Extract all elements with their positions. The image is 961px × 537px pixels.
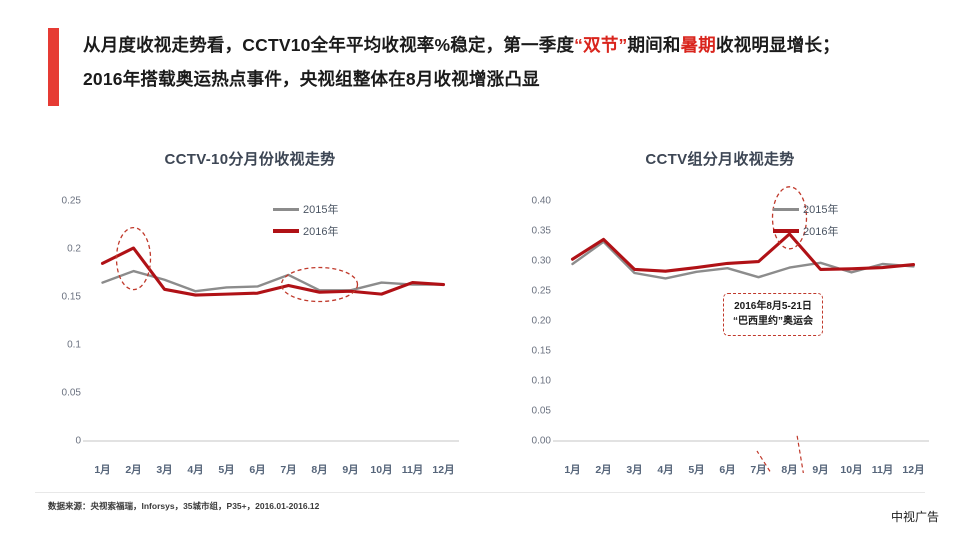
y-axis-tick: 0.15 xyxy=(61,291,81,303)
annotation-ellipse xyxy=(280,266,359,303)
legend-swatch-2015-icon xyxy=(273,207,299,211)
legend-item-2016: 2016年 xyxy=(273,223,338,239)
chart-title: CCTV-10分月份收视走势 xyxy=(164,151,336,168)
y-axis-tick: 0.2 xyxy=(67,243,81,255)
data-source-note: 数据来源：央视索福瑞，Inforsys，35城市组，P35+，2016.01-2… xyxy=(48,501,320,511)
annotation-line-2: “巴西里约”奥运会 xyxy=(733,316,813,327)
series-line-2015年 xyxy=(571,240,915,280)
series-line-2016年 xyxy=(100,246,446,297)
legend-label-2015: 2015年 xyxy=(303,204,339,216)
chart-panel-cctv-group: CCTV组分月收视走势 0.00 0.05 0.10 0.15 0.20 0.25 0.30… xyxy=(505,148,935,478)
y-axis-tick: 0.10 xyxy=(531,375,551,387)
x-axis-labels: 1月 2月 3月 4月 5月 6月 7月 8月 9月 10月 11月 12月 xyxy=(557,462,929,477)
series-line-2015年 xyxy=(101,269,445,293)
chart-legend: 2015年 2016年 xyxy=(273,201,338,239)
headline-segment: 2016年搭载奥运热点事件，央视组整体在8月收视增涨凸显 xyxy=(83,69,540,89)
x-axis-tick: 7月 xyxy=(750,464,767,476)
headline-segment: 收视明显增长； xyxy=(716,35,840,55)
x-axis-tick: 6月 xyxy=(719,464,736,476)
x-axis-tick: 8月 xyxy=(311,464,328,476)
series-line-2016年 xyxy=(570,232,916,273)
chart-panel-cctv10: CCTV-10分月份收视走势 0 0.05 0.1 0.15 0.2 0.25 2015年… xyxy=(35,148,465,478)
legend-item-2016: 2016年 xyxy=(773,223,838,239)
x-axis-tick: 11月 xyxy=(401,464,424,476)
x-axis-tick: 2月 xyxy=(595,464,612,476)
legend-swatch-2015-icon xyxy=(773,207,799,211)
annotation-leader-line xyxy=(756,450,772,473)
y-axis-tick: 0.00 xyxy=(531,435,551,447)
x-axis-tick: 1月 xyxy=(564,464,581,476)
legend-label-2016: 2016年 xyxy=(303,226,339,238)
headline-segment-highlight: 暑期 xyxy=(680,35,716,55)
legend-label-2015: 2015年 xyxy=(803,204,839,216)
x-axis-tick: 3月 xyxy=(626,464,643,476)
x-axis-tick: 6月 xyxy=(249,464,266,476)
y-axis-tick: 0.30 xyxy=(531,255,551,267)
legend-item-2015: 2015年 xyxy=(273,201,338,217)
headline-segment-highlight: “双节” xyxy=(574,35,628,55)
annotation-ellipse xyxy=(771,186,808,250)
headline-line-1: 从月度收视走势看，CCTV10全年平均收视率%稳定，第一季度“双节”期间和暑期收… xyxy=(83,28,840,62)
annotation-line-1: 2016年8月5-21日 xyxy=(734,301,812,312)
x-axis-tick: 2月 xyxy=(125,464,142,476)
y-axis-tick: 0.1 xyxy=(67,339,81,351)
x-axis-tick: 7月 xyxy=(280,464,297,476)
footer-divider xyxy=(35,492,925,493)
y-axis-tick: 0.25 xyxy=(61,195,81,207)
y-axis-tick: 0.15 xyxy=(531,345,551,357)
headline-segment: 从月度收视走势看，CCTV10全年平均收视率%稳定，第一季度 xyxy=(83,35,575,55)
line-chart-svg xyxy=(83,226,459,442)
annotation-leader-line xyxy=(796,434,804,473)
y-axis-tick: 0.05 xyxy=(531,405,551,417)
x-axis-tick: 12月 xyxy=(432,464,455,476)
y-axis-tick: 0.05 xyxy=(61,387,81,399)
x-axis-tick: 1月 xyxy=(94,464,111,476)
legend-item-2015: 2015年 xyxy=(773,201,838,217)
x-axis-tick: 8月 xyxy=(781,464,798,476)
chart-title: CCTV组分月收视走势 xyxy=(645,151,795,168)
y-axis-labels: 0.00 0.05 0.10 0.15 0.20 0.25 0.30 0.35 0.40 xyxy=(505,183,551,473)
x-axis-tick: 4月 xyxy=(657,464,674,476)
x-axis-tick: 3月 xyxy=(156,464,173,476)
line-chart-svg xyxy=(553,186,929,473)
x-axis-tick: 4月 xyxy=(187,464,204,476)
x-axis-tick: 12月 xyxy=(902,464,925,476)
page-title: 从月度收视走势看，CCTV10全年平均收视率%稳定，第一季度“双节”期间和暑期收… xyxy=(83,28,840,106)
annotation-callout: 2016年8月5-21日 “巴西里约”奥运会 xyxy=(723,293,823,336)
y-axis-labels: 0 0.05 0.1 0.15 0.2 0.25 xyxy=(35,183,81,473)
chart-legend: 2015年 2016年 xyxy=(773,201,838,239)
plot-area: 0 0.05 0.1 0.15 0.2 0.25 2015年 2016年 1月 2月 3月 4月… xyxy=(35,183,465,476)
y-axis-tick: 0 xyxy=(75,435,81,447)
brand-logo: 中视广告 xyxy=(890,510,939,524)
plot-area: 0.00 0.05 0.10 0.15 0.20 0.25 0.30 0.35 0.40 201… xyxy=(505,183,935,476)
x-axis-labels: 1月 2月 3月 4月 5月 6月 7月 8月 9月 10月 11月 12月 xyxy=(87,462,459,477)
y-axis-tick: 0.40 xyxy=(531,195,551,207)
annotation-ellipse xyxy=(115,226,152,291)
x-axis-tick: 11月 xyxy=(871,464,894,476)
x-axis-tick: 9月 xyxy=(342,464,359,476)
headline-segment: 期间和 xyxy=(627,35,681,55)
x-axis-tick: 9月 xyxy=(812,464,829,476)
legend-label-2016: 2016年 xyxy=(803,226,839,238)
x-axis-tick: 10月 xyxy=(840,464,863,476)
x-axis-tick: 5月 xyxy=(688,464,705,476)
legend-swatch-2016-icon xyxy=(773,229,799,233)
y-axis-tick: 0.25 xyxy=(531,285,551,297)
x-axis-tick: 10月 xyxy=(370,464,393,476)
headline-line-2: 2016年搭载奥运热点事件，央视组整体在8月收视增涨凸显 xyxy=(83,62,840,96)
accent-bar xyxy=(48,28,59,106)
y-axis-tick: 0.20 xyxy=(531,315,551,327)
legend-swatch-2016-icon xyxy=(273,229,299,233)
y-axis-tick: 0.35 xyxy=(531,225,551,237)
x-axis-tick: 5月 xyxy=(218,464,235,476)
slide-header: 从月度收视走势看，CCTV10全年平均收视率%稳定，第一季度“双节”期间和暑期收… xyxy=(48,28,928,106)
